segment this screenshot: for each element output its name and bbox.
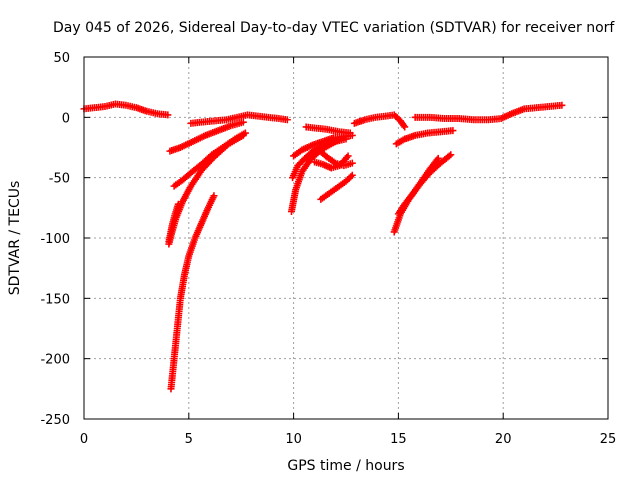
data-point — [558, 101, 566, 109]
chart-title: Day 045 of 2026, Sidereal Day-to-day VTE… — [53, 20, 615, 36]
data-point — [344, 152, 352, 160]
y-tick-label: 50 — [53, 51, 70, 66]
x-axis-ticks: 0 5 10 15 20 25 — [80, 57, 616, 447]
data-point — [400, 121, 408, 129]
x-tick-label: 0 — [80, 432, 88, 447]
data-markers — [80, 100, 566, 393]
data-point — [164, 111, 172, 119]
data-point — [445, 152, 453, 160]
data-arc — [317, 171, 356, 203]
x-tick-label: 20 — [495, 432, 512, 447]
data-arc — [290, 131, 356, 160]
data-point — [348, 159, 356, 167]
y-tick-label: 0 — [62, 111, 70, 126]
y-tick-label: -250 — [40, 413, 70, 428]
data-arc — [390, 151, 455, 236]
data-arc — [392, 127, 457, 148]
data-point — [210, 192, 218, 200]
data-point — [239, 118, 247, 126]
data-point — [348, 131, 356, 139]
x-tick-label: 15 — [390, 432, 407, 447]
data-point — [449, 127, 457, 135]
data-point — [283, 116, 291, 124]
y-axis-label: SDTVAR / TECUs — [7, 181, 23, 296]
data-point — [239, 131, 247, 139]
x-tick-label: 5 — [185, 432, 193, 447]
data-arc — [302, 123, 354, 137]
data-arc — [167, 192, 218, 393]
y-tick-label: -50 — [49, 172, 70, 187]
grid-lines — [84, 57, 608, 419]
data-point — [434, 154, 442, 162]
x-tick-label: 10 — [285, 432, 302, 447]
data-point — [401, 123, 409, 131]
data-arc — [394, 154, 442, 218]
data-arc — [411, 101, 566, 124]
data-arc — [350, 111, 409, 131]
data-point — [174, 200, 182, 208]
y-tick-label: -100 — [40, 232, 70, 247]
data-point — [447, 151, 455, 159]
y-tick-label: -200 — [40, 353, 70, 368]
x-tick-label: 25 — [600, 432, 617, 447]
data-arc — [166, 118, 247, 155]
y-tick-label: -150 — [40, 292, 70, 307]
x-axis-label: GPS time / hours — [287, 458, 404, 474]
y-axis-ticks: 50 0 -50 -100 -150 -200 -250 — [40, 51, 608, 428]
data-arc — [165, 200, 182, 246]
data-arc — [80, 100, 172, 119]
data-point — [348, 171, 356, 179]
data-arc — [187, 111, 291, 127]
data-arc — [311, 152, 352, 172]
